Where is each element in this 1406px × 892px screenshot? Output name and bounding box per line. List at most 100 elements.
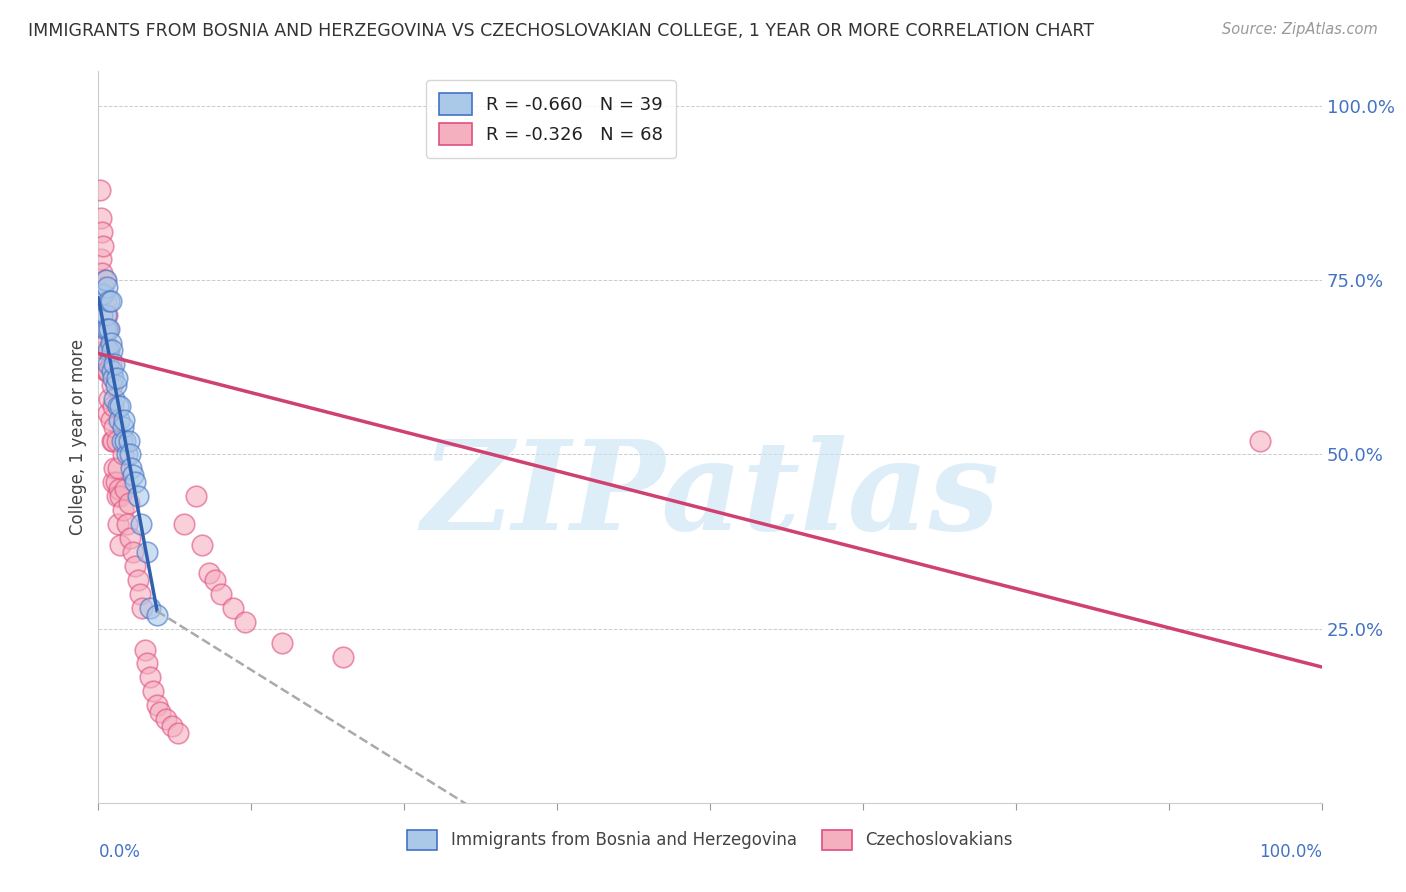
Point [118,496,141,510]
Text: Source: ZipAtlas.com: Source: ZipAtlas.com [1222,22,1378,37]
Point [97,406,120,420]
Point [186,489,208,503]
Point [103,357,125,371]
Point [134,642,156,657]
Point [90,252,112,267]
Point [115,448,138,462]
Point [96,322,118,336]
Point [91,266,114,280]
Point [108,483,131,497]
Point [97,357,120,371]
Point [127,489,149,503]
Point [121,468,143,483]
Point [111,419,134,434]
Point [100,412,122,426]
Point [139,600,162,615]
Point [96,308,118,322]
Point [93,343,115,357]
Point [110,489,132,503]
Point [97,322,120,336]
Point [114,434,136,448]
Point [98,322,121,336]
Point [94,273,117,287]
Point [129,587,152,601]
Point [98,392,121,406]
Point [91,225,114,239]
Point [103,461,125,475]
Point [94,308,117,322]
Point [94,364,117,378]
Point [90,287,112,301]
Point [209,587,232,601]
Point [204,573,226,587]
Legend: Immigrants from Bosnia and Herzegovina, Czechoslovakians: Immigrants from Bosnia and Herzegovina, … [401,823,1019,856]
Point [101,434,124,448]
Point [110,399,132,413]
Point [115,517,138,532]
Point [1249,434,1271,448]
Point [111,503,134,517]
Point [112,412,135,426]
Point [90,211,112,225]
Point [146,607,169,622]
Point [103,419,125,434]
Point [93,273,115,287]
Point [155,712,177,726]
Point [105,434,128,448]
Point [118,434,141,448]
Point [222,600,245,615]
Point [136,545,159,559]
Point [105,371,128,385]
Point [91,238,114,252]
Point [146,698,169,713]
Point [120,448,142,462]
Point [101,364,124,378]
Point [105,489,128,503]
Point [94,336,117,351]
Point [111,448,134,462]
Point [101,371,124,385]
Point [270,635,294,649]
Point [91,308,114,322]
Point [94,294,117,309]
Point [332,649,354,664]
Point [93,322,115,336]
Point [100,294,122,309]
Point [124,475,146,490]
Point [108,412,131,426]
Point [136,657,159,671]
Text: 100.0%: 100.0% [1258,843,1322,861]
Point [93,322,115,336]
Point [98,343,121,357]
Point [191,538,214,552]
Point [110,538,132,552]
Point [173,517,195,532]
Point [197,566,219,580]
Point [160,719,183,733]
Point [101,475,124,490]
Point [103,392,125,406]
Point [142,684,165,698]
Point [96,364,118,378]
Point [100,336,122,351]
Point [167,726,190,740]
Point [98,294,121,309]
Point [89,183,111,197]
Text: 0.0%: 0.0% [98,843,141,861]
Point [91,280,114,294]
Point [101,343,124,357]
Point [114,483,136,497]
Point [101,377,124,392]
Point [101,399,124,413]
Point [100,357,122,371]
Point [101,434,124,448]
Point [96,280,118,294]
Point [111,434,134,448]
Point [149,705,172,719]
Point [131,600,153,615]
Point [104,377,127,392]
Point [104,475,127,490]
Point [107,461,129,475]
Point [127,573,149,587]
Point [139,670,162,684]
